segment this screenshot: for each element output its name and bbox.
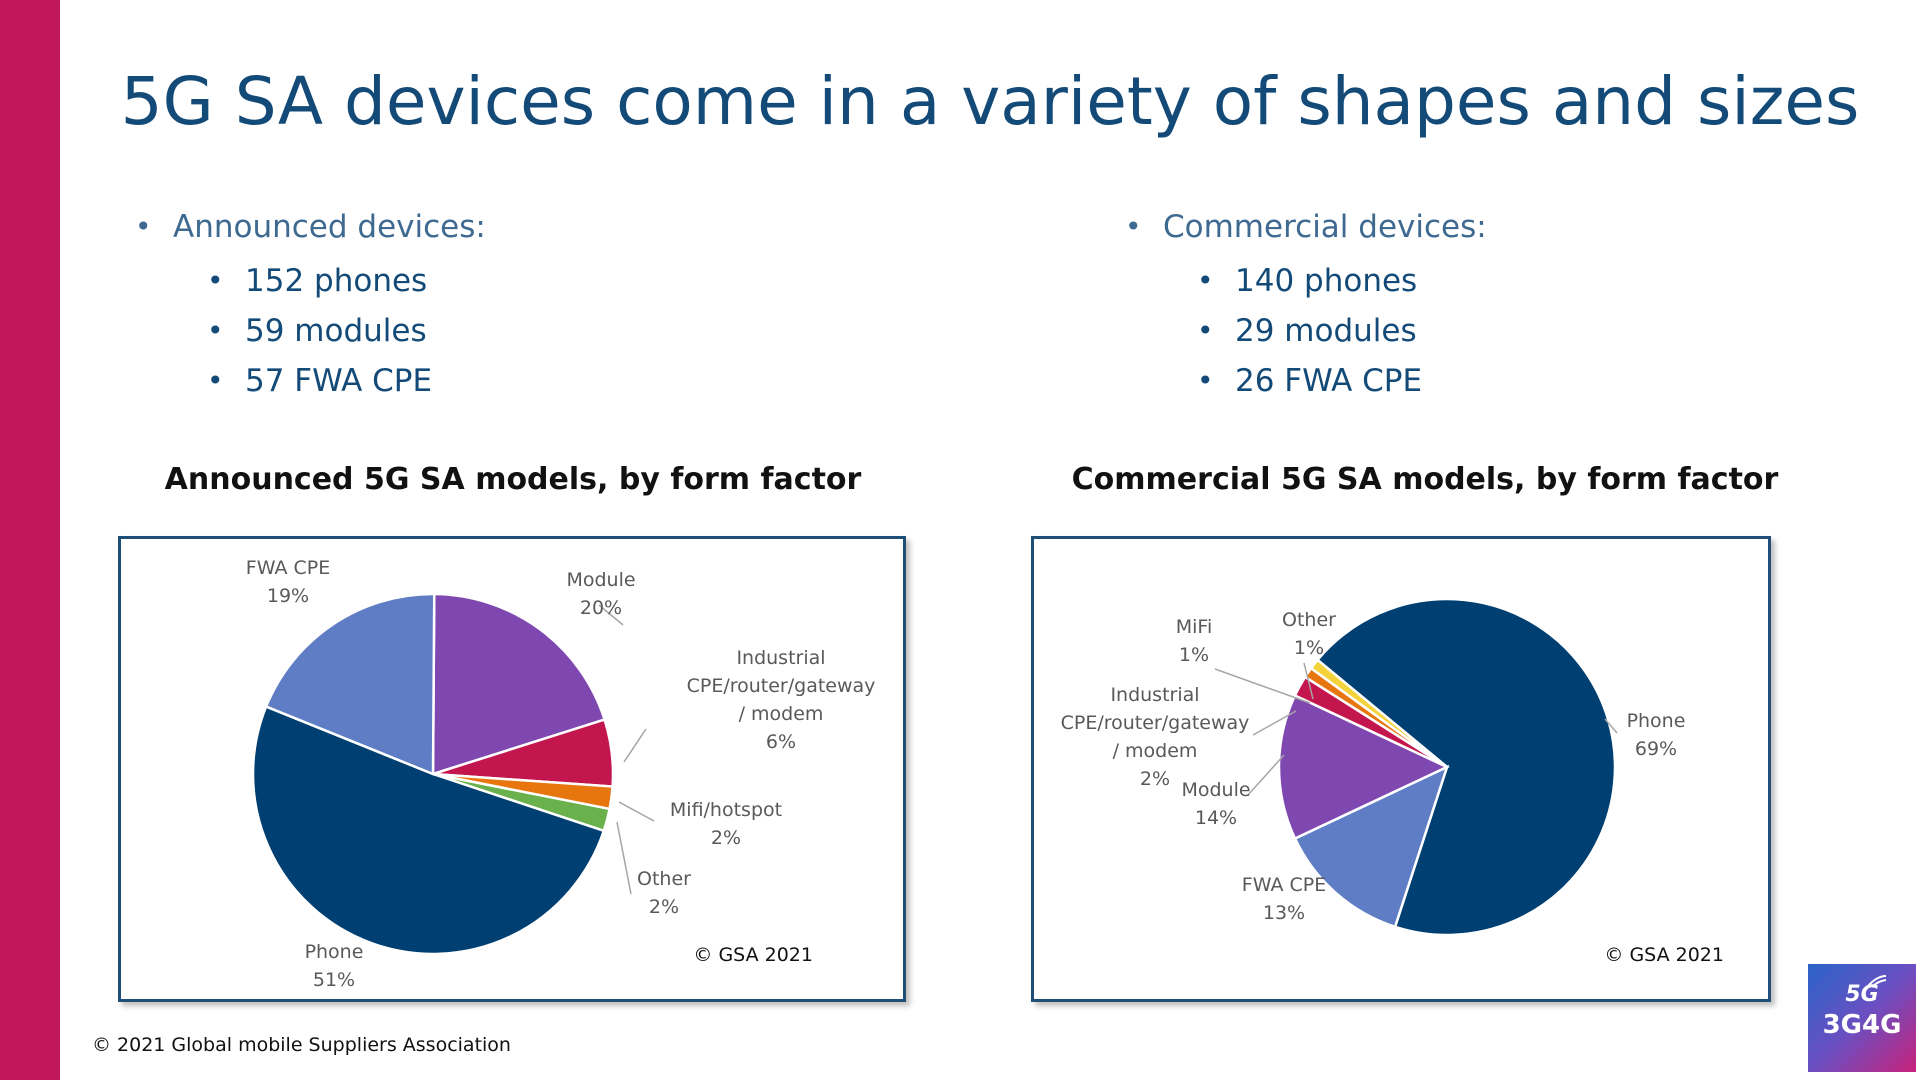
commercial-devices-list: • Commercial devices: • 140 phones • 29 mod… — [1125, 205, 1487, 409]
pie-chart-commercial: Phone 69% FWA CPE 13% Module 14%Industrial CPE… — [1061, 597, 1724, 966]
leader-line — [616, 821, 632, 895]
bullet-icon: • — [1197, 314, 1214, 347]
slice-label: Module 20% — [566, 569, 635, 619]
bullet-icon: • — [207, 264, 224, 297]
pie-slices — [251, 592, 615, 956]
announced-heading: Announced devices: — [173, 209, 486, 245]
leader-line — [623, 728, 647, 763]
announced-item: 57 FWA CPE — [245, 363, 433, 399]
chart-title-commercial: Commercial 5G SA models, by form factor — [1071, 462, 1779, 497]
slice-label: Module 14% — [1181, 779, 1250, 829]
chart-title-announced: Announced 5G SA models, by form factor — [164, 462, 862, 497]
logo-line-1: 5G — [1845, 982, 1879, 1007]
slice-label: Other 1% — [1282, 609, 1336, 659]
slice-label: Mifi/hotspot 2% — [670, 799, 782, 849]
commercial-item: 29 modules — [1235, 313, 1417, 349]
leader-line — [1604, 718, 1618, 734]
commercial-heading: Commercial devices: — [1163, 209, 1487, 245]
slice-label: Other 2% — [637, 868, 691, 918]
slice-label: Industrial CPE/router/gateway / modem 2% — [1061, 684, 1250, 790]
leader-line — [1247, 754, 1285, 796]
pie-slice-phone — [251, 704, 606, 956]
announced-item: 152 phones — [245, 263, 428, 299]
pie-slice-phone — [1315, 597, 1617, 937]
pie-slice-fwa — [264, 592, 436, 776]
pie-slice-module — [1277, 693, 1450, 841]
slice-label: FWA CPE 13% — [1242, 874, 1326, 924]
slice-label: Phone 51% — [305, 941, 364, 991]
bullet-icon: • — [207, 364, 224, 397]
pie-slice-fwa — [1293, 764, 1450, 929]
footer-copyright: © 2021 Global mobile Suppliers Associati… — [92, 1034, 511, 1056]
leader-line — [618, 801, 655, 822]
bullet-icon: • — [1197, 364, 1214, 397]
chart-panel-commercial: Phone 69% FWA CPE 13% Module 14% Industrial CPE… — [1031, 536, 1771, 1002]
slice-label: Industrial CPE/router/gateway / modem 6% — [687, 647, 876, 753]
leader-line — [1214, 668, 1311, 704]
pie-chart-announced: Module 20% Industrial CPE/router/gateway / m… — [246, 557, 876, 991]
bullet-icon: • — [1197, 264, 1214, 297]
signal-icon — [1867, 975, 1887, 988]
bullet-icon: • — [1125, 210, 1142, 243]
accent-bar — [0, 0, 60, 1080]
slice-label: Phone 69% — [1627, 710, 1686, 760]
chart-panel-announced: Module 20% Industrial CPE/router/gateway / m… — [118, 536, 906, 1002]
logo-line-2: 3G4G — [1822, 1010, 1902, 1040]
bullet-icon: • — [135, 210, 152, 243]
leader-line — [1252, 710, 1297, 736]
announced-item: 59 modules — [245, 313, 427, 349]
pie-slice-other — [1309, 658, 1448, 769]
chart-credit: © GSA 2021 — [1604, 944, 1724, 966]
commercial-item: 26 FWA CPE — [1235, 363, 1423, 399]
3g4g-logo: 5G 3G4G — [1808, 964, 1916, 1072]
announced-devices-list: • Announced devices: • 152 phones • 59 modu… — [135, 205, 486, 409]
pie-slices — [1277, 597, 1617, 937]
pie-slice-module — [431, 592, 607, 776]
chart-credit: © GSA 2021 — [693, 944, 813, 966]
slice-label: MiFi 1% — [1176, 616, 1213, 666]
leader-line — [598, 604, 624, 626]
slide-title: 5G SA devices come in a variety of shape… — [120, 63, 1860, 140]
slice-label: FWA CPE 19% — [246, 557, 330, 607]
bullet-icon: • — [207, 314, 224, 347]
leader-line — [1303, 662, 1314, 700]
commercial-item: 140 phones — [1235, 263, 1418, 299]
